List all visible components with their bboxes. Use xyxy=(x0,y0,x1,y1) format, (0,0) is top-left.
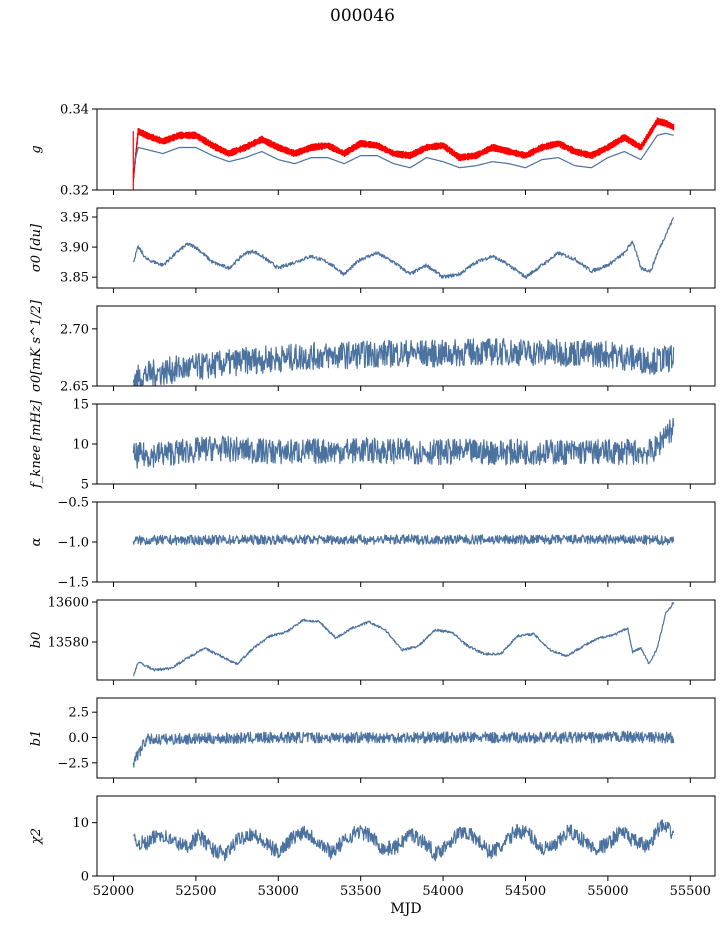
y-tick-label: −1.0 xyxy=(57,536,89,551)
y-axis-label: b1 xyxy=(29,730,44,747)
y-tick-label: 0.0 xyxy=(68,731,89,746)
subplot-5: 13580 13600 b0 xyxy=(29,596,716,685)
y-tick-label: 0 xyxy=(81,870,89,885)
y-tick-label: 10 xyxy=(72,816,89,831)
y-axis-label: g xyxy=(29,145,44,153)
x-tick-label: 54000 xyxy=(422,884,463,899)
series-line xyxy=(132,534,675,546)
y-tick-label: 15 xyxy=(72,398,89,413)
x-axis-label: MJD xyxy=(390,901,421,917)
x-tick-label: 52000 xyxy=(93,884,134,899)
subplot-1: 3.85 3.90 3.95 σ0 [du] xyxy=(29,207,716,293)
series-line xyxy=(132,117,675,190)
axes-frame xyxy=(96,207,716,289)
y-tick-label: 0.34 xyxy=(60,103,89,118)
subplot-7: 0 10 52000 52500 53000 53500 54000 54500 55000 55… xyxy=(29,795,716,917)
y-tick-label: −0.5 xyxy=(57,496,89,511)
y-tick-label: 5 xyxy=(81,478,89,493)
y-tick-label: 3.95 xyxy=(60,211,89,226)
y-tick-label: 3.90 xyxy=(60,241,89,256)
figure-title: 000046 xyxy=(330,6,395,26)
x-tick-label: 52500 xyxy=(175,884,216,899)
y-tick-label: 13580 xyxy=(48,636,89,651)
y-tick-label: −1.5 xyxy=(57,576,89,591)
x-tick-label: 55000 xyxy=(587,884,628,899)
y-axis-label: b0 xyxy=(29,632,44,649)
axes-frame xyxy=(96,697,716,779)
x-tick-label: 53500 xyxy=(340,884,381,899)
y-axis-label: σ0[mK s^1/2] xyxy=(29,299,44,392)
axes-frame xyxy=(96,108,716,191)
x-tick-label: 53000 xyxy=(258,884,299,899)
y-tick-label: 2.70 xyxy=(60,322,89,337)
x-tick-label: 54500 xyxy=(505,884,546,899)
subplot-6: −2.5 0.0 2.5 b1 xyxy=(29,697,716,783)
subplot-0: 0.32 0.34 g xyxy=(29,103,716,199)
series-line xyxy=(132,338,675,386)
series-line xyxy=(132,132,674,169)
series-line xyxy=(132,730,675,768)
y-tick-label: 13600 xyxy=(48,596,89,611)
subplot-4: −1.5 −1.0 −0.5 α xyxy=(29,496,716,591)
axes-frame xyxy=(96,795,716,877)
y-tick-label: 3.85 xyxy=(60,271,89,286)
y-axis-label: f_knee [mHz] xyxy=(29,399,44,489)
series-line xyxy=(132,417,675,469)
y-axis-label: α xyxy=(29,537,44,546)
axes-frame xyxy=(96,305,716,387)
y-tick-label: 0.32 xyxy=(60,184,89,199)
series-line xyxy=(132,217,675,279)
y-axis-label: χ2 xyxy=(29,828,44,845)
axes-frame xyxy=(96,599,716,681)
subplot-3: 5 10 15 f_knee [mHz] xyxy=(29,398,716,493)
series-line xyxy=(133,819,675,862)
y-tick-label: −2.5 xyxy=(57,756,89,771)
y-axis-label: σ0 [du] xyxy=(29,223,44,272)
series-line xyxy=(133,602,675,677)
y-tick-label: 2.65 xyxy=(60,380,89,395)
subplot-2: 2.65 2.70 σ0[mK s^1/2] xyxy=(29,299,716,395)
y-tick-label: 10 xyxy=(72,438,89,453)
x-tick-label: 55500 xyxy=(670,884,711,899)
y-tick-label: 2.5 xyxy=(68,706,89,721)
